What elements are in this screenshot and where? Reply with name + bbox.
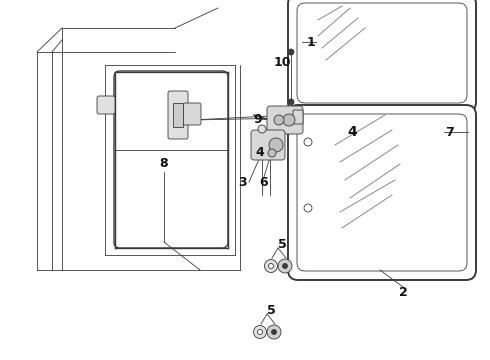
Text: 4: 4: [347, 125, 357, 139]
Circle shape: [274, 115, 284, 125]
FancyBboxPatch shape: [288, 105, 476, 280]
Circle shape: [265, 260, 277, 273]
Circle shape: [271, 329, 276, 334]
FancyBboxPatch shape: [251, 130, 285, 160]
FancyBboxPatch shape: [288, 0, 476, 112]
FancyBboxPatch shape: [297, 114, 467, 271]
Text: 8: 8: [160, 157, 168, 170]
FancyBboxPatch shape: [168, 91, 188, 139]
Text: 10: 10: [273, 55, 291, 68]
Text: 6: 6: [260, 176, 269, 189]
Text: 1: 1: [307, 36, 316, 49]
Circle shape: [304, 204, 312, 212]
Text: 5: 5: [278, 238, 286, 251]
Circle shape: [288, 99, 294, 105]
Circle shape: [253, 325, 267, 338]
Circle shape: [269, 138, 283, 152]
Circle shape: [288, 49, 294, 55]
FancyBboxPatch shape: [183, 103, 201, 125]
Circle shape: [269, 264, 273, 269]
Circle shape: [278, 259, 292, 273]
Text: 4: 4: [256, 145, 265, 158]
Circle shape: [258, 125, 266, 133]
FancyBboxPatch shape: [267, 106, 303, 134]
Circle shape: [267, 325, 281, 339]
Text: 2: 2: [399, 285, 407, 298]
Circle shape: [283, 264, 288, 269]
FancyBboxPatch shape: [114, 71, 228, 248]
FancyBboxPatch shape: [297, 3, 467, 103]
FancyBboxPatch shape: [97, 96, 115, 114]
FancyBboxPatch shape: [293, 110, 303, 124]
Text: 7: 7: [444, 126, 453, 139]
Text: 3: 3: [238, 176, 246, 189]
Text: 5: 5: [267, 303, 275, 316]
Circle shape: [304, 138, 312, 146]
Bar: [173, 103, 183, 127]
Circle shape: [268, 149, 276, 157]
Text: 9: 9: [254, 112, 262, 126]
Circle shape: [283, 114, 295, 126]
Circle shape: [258, 329, 263, 334]
